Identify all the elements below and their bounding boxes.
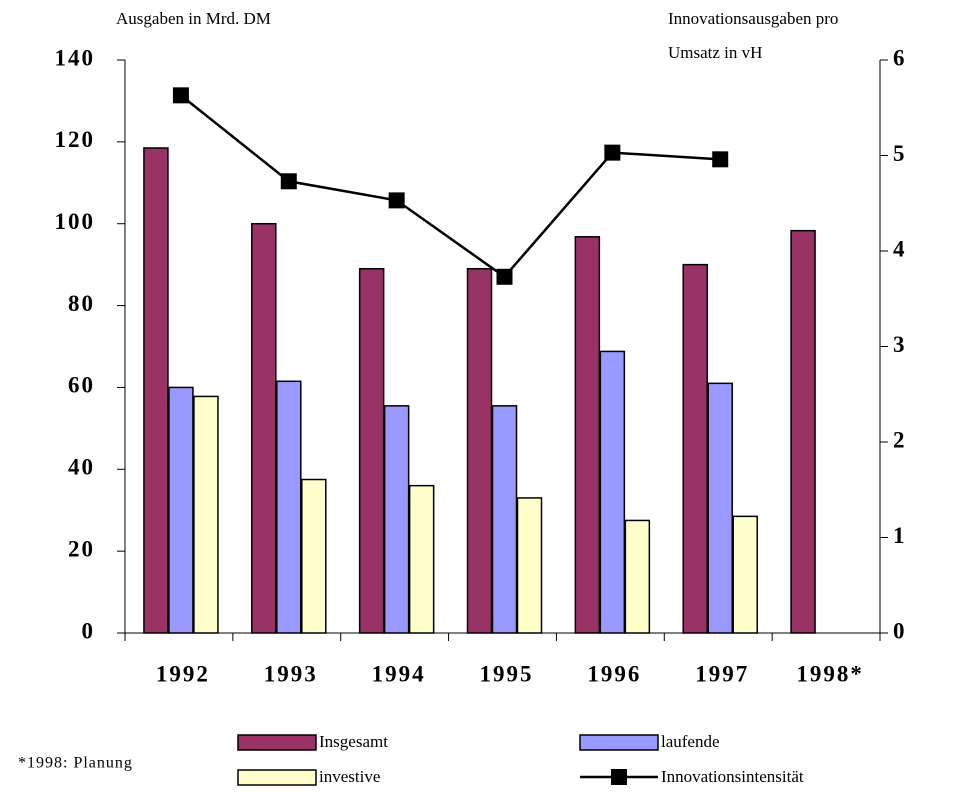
bar	[193, 395, 219, 634]
bar	[790, 229, 816, 634]
bar	[682, 263, 708, 634]
y2-tick-label: 0	[893, 618, 907, 643]
x-tick-label: 1995	[480, 661, 534, 686]
y2-tick-label: 3	[893, 332, 907, 357]
legend-marker	[611, 769, 627, 785]
y2-tick-label: 2	[893, 427, 907, 452]
y-tick-label: 40	[68, 455, 95, 480]
legend-label: Innovationsintensität	[661, 767, 804, 786]
line-marker	[388, 192, 405, 209]
legend-swatch	[237, 769, 317, 786]
line	[180, 94, 721, 279]
y-tick-label: 140	[55, 45, 96, 70]
x-tick-label: 1994	[372, 661, 426, 686]
y-axis-label: Ausgaben in Mrd. DM	[116, 9, 271, 28]
bar	[383, 405, 410, 634]
x-tick-label: 1998*	[796, 661, 864, 686]
line-marker	[712, 151, 729, 168]
bar	[466, 267, 493, 634]
bar	[516, 497, 543, 634]
line-marker	[172, 87, 189, 104]
bar	[251, 222, 277, 634]
y-tick-label: 120	[55, 127, 96, 152]
bar	[624, 519, 651, 634]
bar	[491, 405, 518, 634]
y-tick-label: 80	[68, 291, 95, 316]
y2-axis-label: Umsatz in vH	[668, 43, 762, 62]
legend-label: Insgesamt	[319, 732, 388, 751]
bar	[408, 484, 435, 634]
bar	[732, 515, 758, 634]
legend-swatch	[579, 734, 659, 751]
y2-axis-label: Innovationsausgaben pro	[668, 9, 838, 28]
bar	[168, 386, 194, 634]
x-tick-label: 1996	[587, 661, 641, 686]
legend-swatch	[237, 734, 317, 751]
x-tick-label: 1997	[695, 661, 749, 686]
y-tick-label: 20	[68, 536, 95, 561]
footnote: *1998: Planung	[18, 755, 133, 772]
y2-tick-label: 6	[893, 45, 907, 70]
y2-tick-label: 4	[893, 236, 907, 261]
line-marker	[604, 144, 621, 161]
x-tick-label: 1992	[156, 661, 210, 686]
legend-label: investive	[319, 767, 380, 786]
line-marker	[496, 268, 513, 285]
y2-tick-label: 5	[893, 141, 907, 166]
bar	[301, 478, 327, 634]
legend-label: laufende	[661, 732, 720, 751]
y-tick-label: 100	[55, 209, 96, 234]
bar	[599, 350, 626, 634]
x-tick-label: 1993	[264, 661, 318, 686]
line-marker	[280, 173, 297, 190]
bar	[574, 236, 601, 634]
y-tick-label: 0	[82, 618, 96, 643]
y2-tick-label: 1	[893, 523, 907, 548]
bar	[276, 380, 302, 634]
bar	[358, 267, 385, 634]
y-tick-label: 60	[68, 373, 95, 398]
bar	[707, 382, 733, 634]
bar	[143, 147, 169, 634]
